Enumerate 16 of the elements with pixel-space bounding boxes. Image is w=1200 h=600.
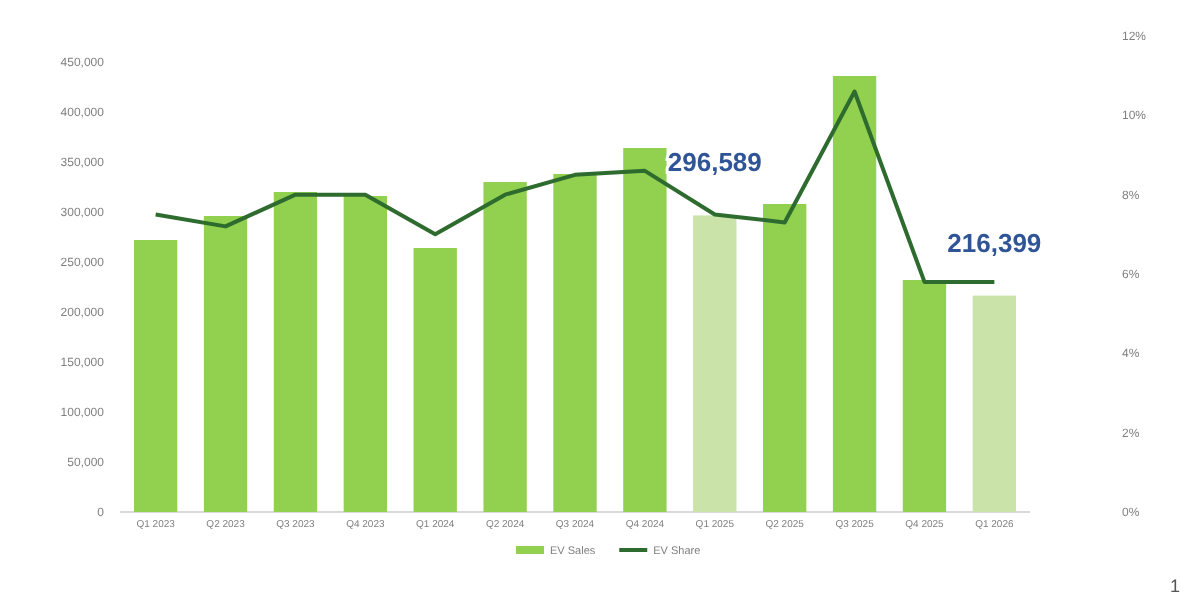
bar <box>693 215 737 512</box>
data-label: 296,589 <box>667 147 762 178</box>
bar <box>553 174 597 512</box>
bar <box>203 216 248 512</box>
bar <box>972 295 1017 512</box>
bar <box>832 76 877 512</box>
bar <box>343 196 387 512</box>
bar <box>483 182 527 512</box>
bar <box>273 192 318 512</box>
bar <box>133 240 178 512</box>
bar <box>413 248 457 512</box>
data-label: 216,399 <box>947 227 1042 258</box>
bar <box>763 204 807 512</box>
bar <box>902 280 947 512</box>
bar <box>623 148 667 512</box>
text: 1 <box>1169 576 1180 596</box>
